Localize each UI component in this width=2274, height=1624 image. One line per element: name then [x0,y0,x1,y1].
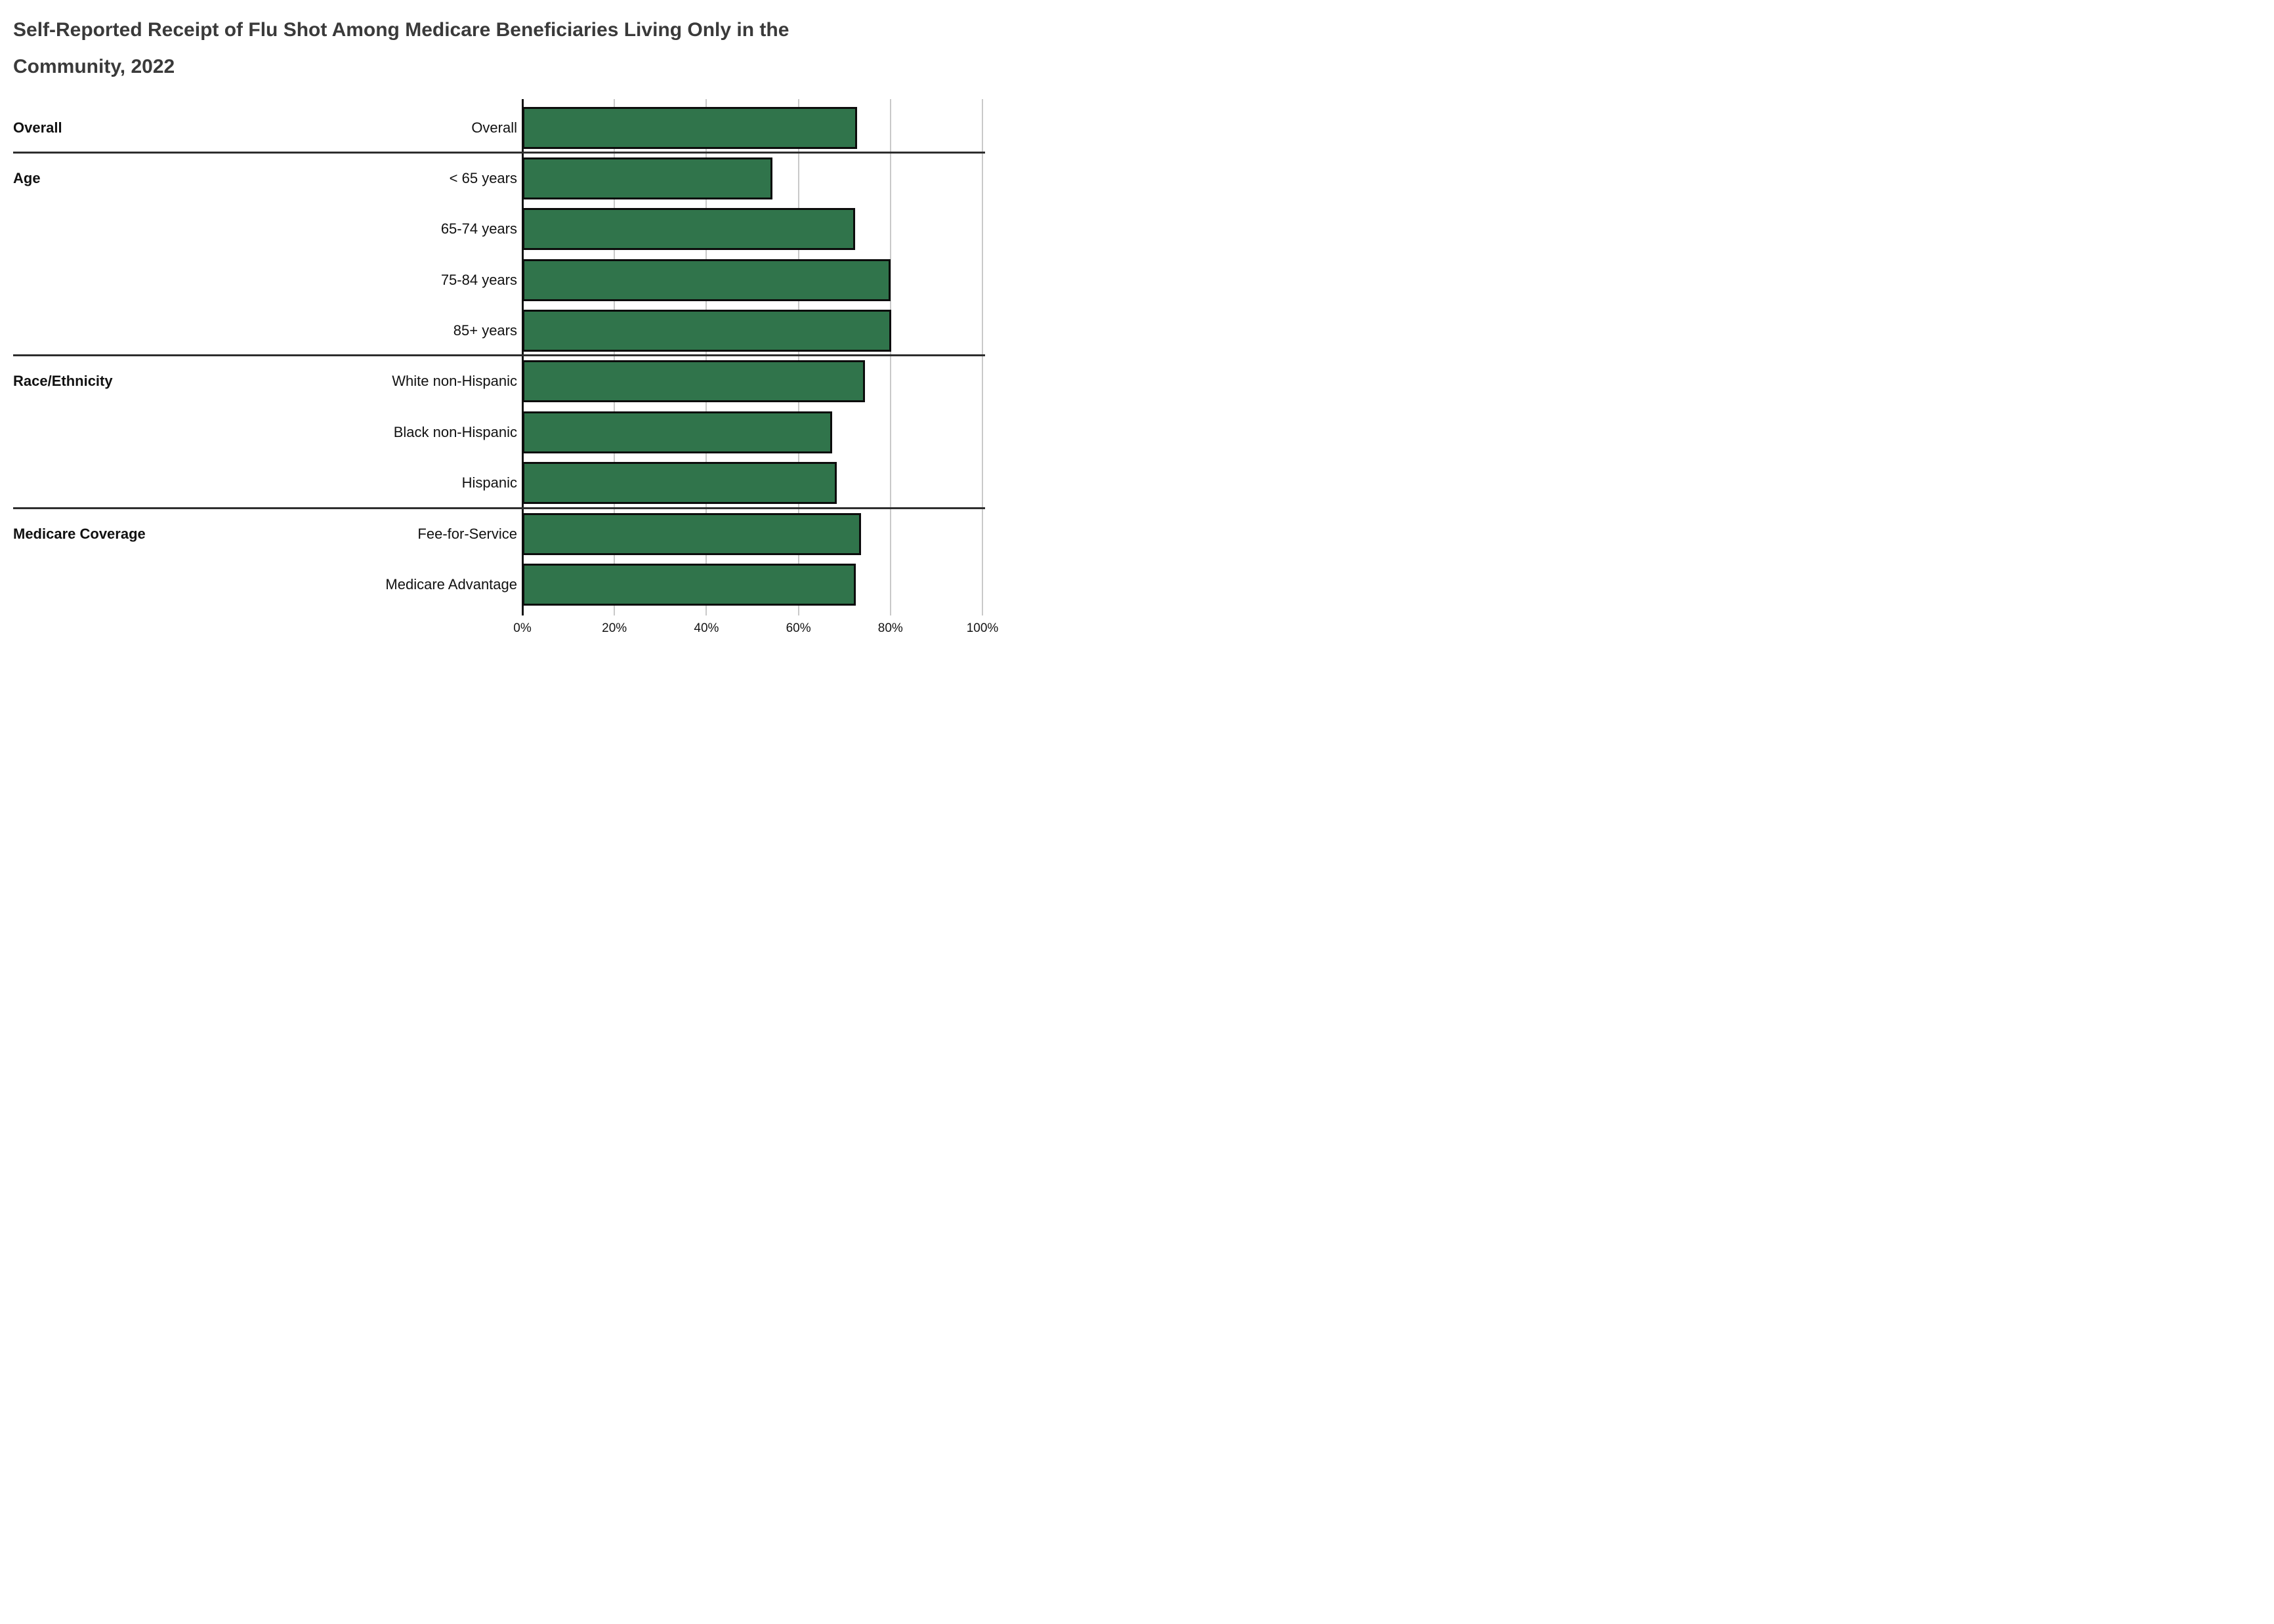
gridline-80% [889,99,891,615]
section-label-overall: Overall [13,119,62,136]
gridline-100% [982,99,983,615]
y-axis-line [522,99,524,615]
section-label-race-ethnicity: Race/Ethnicity [13,373,113,390]
bar-fee-for-service [522,512,861,555]
bar--65-years [522,157,773,200]
bar-medicare-advantage [522,563,856,606]
row-label-fee-for-service: Fee-for-Service [417,525,517,542]
x-tick-label-60%: 60% [786,621,811,635]
x-tick-label-80%: 80% [877,621,903,635]
x-tick-label-40%: 40% [694,621,719,635]
row-label-65-74-years: 65-74 years [440,220,517,238]
x-tick-label-0%: 0% [513,621,532,635]
plot-area [522,99,983,615]
section-separator [13,507,985,509]
row-label-black-non-hispanic: Black non-Hispanic [393,423,517,440]
row-label--65-years: < 65 years [449,170,517,187]
gridline-20% [614,99,616,615]
section-label-age: Age [13,170,41,187]
row-label-hispanic: Hispanic [461,474,517,491]
gridline-40% [705,99,707,615]
section-label-medicare-coverage: Medicare Coverage [13,525,146,542]
gridline-60% [797,99,799,615]
bar-hispanic [522,462,837,505]
row-label-medicare-advantage: Medicare Advantage [385,575,517,593]
bar-85-years [522,310,892,352]
row-label-85-years: 85+ years [453,322,517,339]
bar-black-non-hispanic [522,411,832,453]
x-tick-label-100%: 100% [966,621,999,635]
row-label-overall: Overall [471,119,517,136]
section-separator [13,354,985,357]
bar-overall [522,106,858,149]
bar-65-74-years [522,208,855,251]
row-label-75-84-years: 75-84 years [440,271,517,288]
chart-title-line-2: Community, 2022 [13,56,175,77]
section-separator [13,152,985,154]
bar-75-84-years [522,259,891,301]
row-label-white-non-hispanic: White non-Hispanic [392,373,517,390]
chart-title: Self-Reported Receipt of Flu Shot Among … [13,12,984,85]
bar-white-non-hispanic [522,360,865,403]
chart-title-line-1: Self-Reported Receipt of Flu Shot Among … [13,19,790,41]
x-tick-label-20%: 20% [602,621,627,635]
